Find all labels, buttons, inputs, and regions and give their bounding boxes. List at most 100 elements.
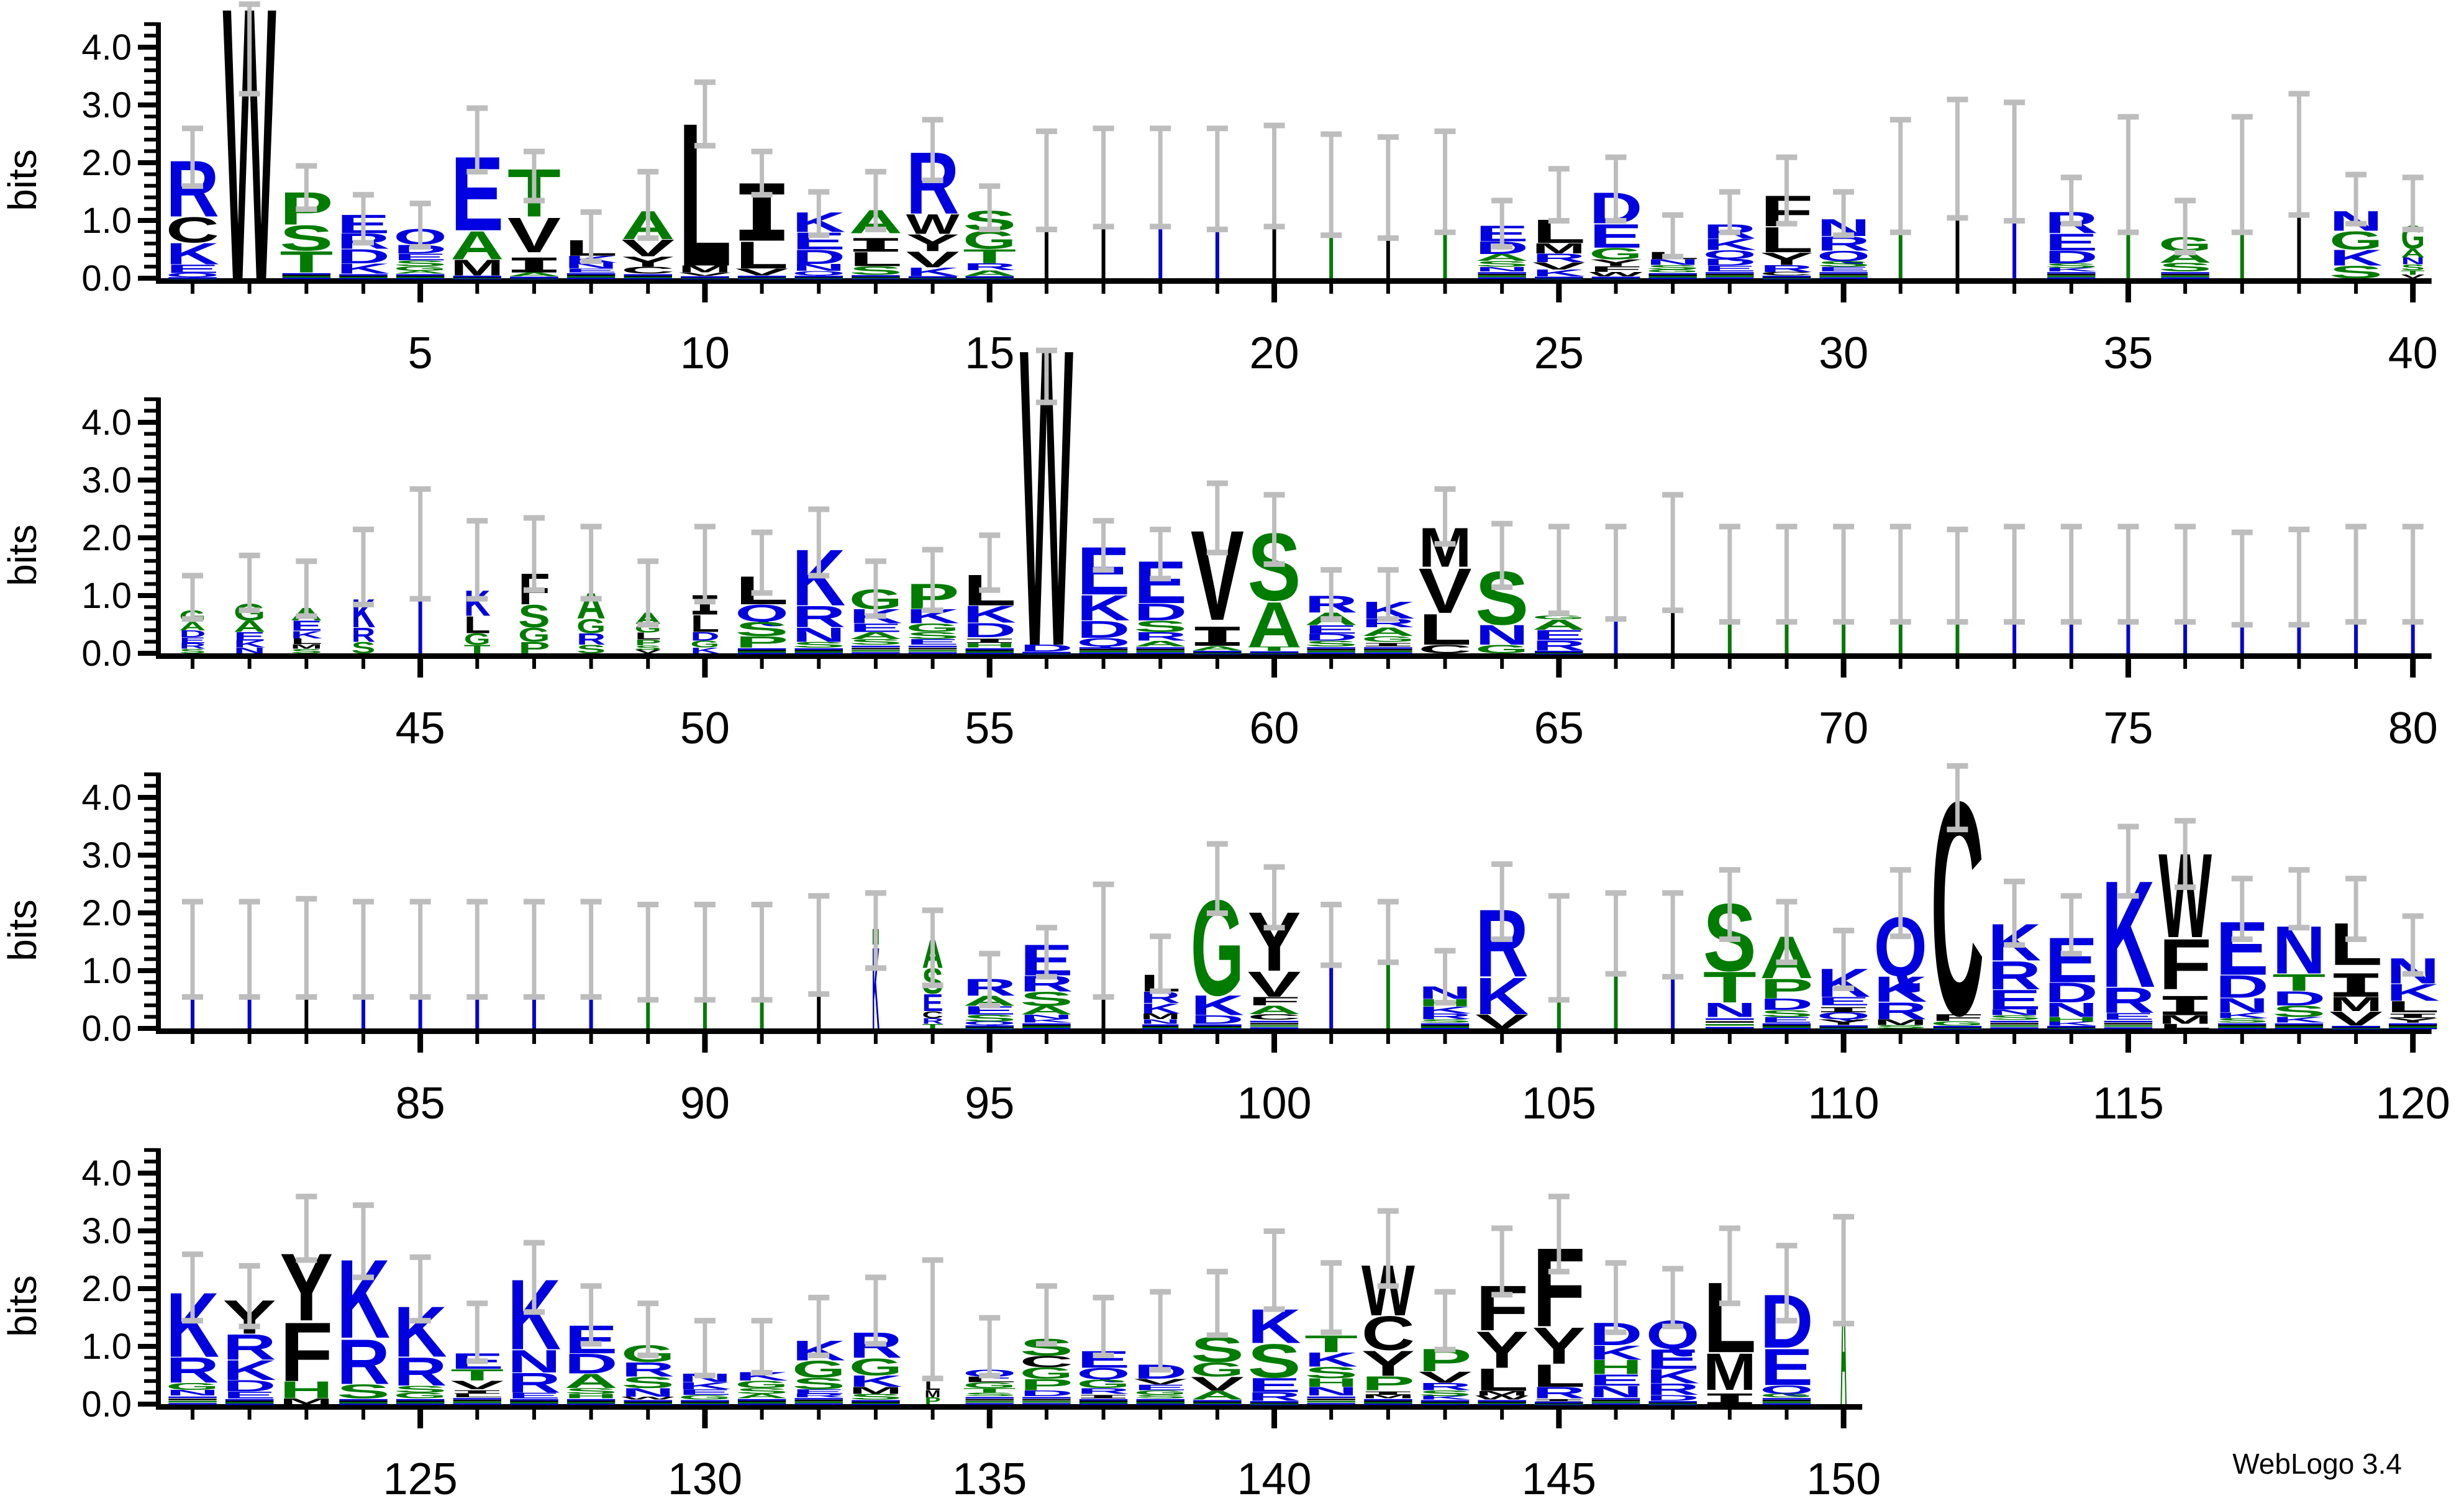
- logo-letter-V: V: [507, 207, 561, 263]
- logo-minor-letters-lines: [1762, 1023, 1811, 1025]
- logo-minor-letters-lines: [2047, 275, 2096, 278]
- x-axis-major-tick: [2410, 284, 2416, 302]
- logo-letter-T: T: [450, 1367, 504, 1384]
- logo-letter-N: N: [565, 261, 618, 270]
- y-axis-minor-tick: [144, 772, 158, 776]
- error-bar: [1719, 867, 1740, 942]
- logo-minor-letters-lines: [1193, 1404, 1242, 1405]
- x-axis-minor-tick: [532, 1034, 536, 1044]
- x-axis-minor-tick: [1500, 1034, 1504, 1044]
- error-bar: [523, 148, 545, 204]
- x-axis-minor-tick: [361, 1410, 365, 1420]
- x-axis-minor-tick: [532, 1410, 536, 1420]
- logo-minor-letters-lines: [453, 1400, 501, 1402]
- x-axis-major-tick: [702, 1410, 708, 1428]
- y-axis-major-tick: [138, 1344, 158, 1349]
- x-axis-minor-tick: [760, 659, 764, 669]
- y-axis-minor-tick: [144, 1148, 158, 1152]
- logo-minor-letters-lines: [1762, 1027, 1811, 1030]
- logo-minor-letters-lines: [1421, 1402, 1470, 1404]
- logo-letter-E: E: [1304, 623, 1358, 637]
- y-axis-major-tick: [138, 535, 158, 540]
- error-bar: [808, 189, 830, 238]
- error-bar: [1548, 166, 1570, 224]
- logo-stack-pos-6: EAM: [450, 105, 504, 280]
- y-axis-minor-tick: [144, 1367, 158, 1372]
- logo-spike: [475, 992, 480, 1028]
- logo-letter-W: W: [1475, 1395, 1532, 1401]
- logo-letter-I: ɪ: [507, 247, 561, 279]
- logo-stack-pos-37: [2231, 114, 2253, 278]
- logo-letter-H: H: [280, 1377, 333, 1404]
- logo-stack-pos-102: [1377, 899, 1399, 1028]
- x-axis-major-tick: [2410, 659, 2416, 678]
- x-axis-minor-tick: [589, 1410, 593, 1420]
- logo-letter-L: L: [1532, 1358, 1586, 1394]
- error-bar: [808, 893, 830, 997]
- logo-letter-E: E: [2045, 229, 2098, 256]
- logo-minor-letters-lines: [1364, 647, 1412, 649]
- logo-minor-letters-lines: [1933, 1025, 1982, 1028]
- y-axis-line: [156, 773, 161, 1034]
- logo-letter-E: E: [1646, 1343, 1699, 1375]
- x-axis-minor-tick: [1044, 1410, 1048, 1420]
- logo-minor-letters-lines: [737, 651, 786, 653]
- y-axis-tick-label: 0.0: [81, 1009, 132, 1049]
- error-bar: [1321, 1260, 1342, 1335]
- x-axis-major-tick: [1271, 1410, 1278, 1428]
- error-bar: [1035, 347, 1057, 406]
- error-bar: [1434, 128, 1456, 235]
- error-bar: [751, 529, 773, 596]
- logo-letter-E: E: [1589, 218, 1643, 255]
- logo-minor-letters-lines: [737, 275, 786, 278]
- logo-letter-N: N: [792, 263, 845, 273]
- y-axis-minor-tick: [144, 617, 158, 621]
- error-bar: [1662, 890, 1684, 980]
- logo-letter-V: V: [906, 247, 960, 272]
- logo-letter-N: N: [792, 624, 845, 646]
- logo-letter-R: R: [792, 601, 845, 634]
- logo-spike: [1215, 223, 1219, 278]
- logo-letter-V: V: [635, 649, 666, 655]
- logo-minor-letters-lines: [1136, 1402, 1184, 1404]
- logo-stack-pos-5: QDESGA: [394, 201, 450, 279]
- logo-stack-pos-94: ASECRT: [922, 907, 946, 1030]
- y-axis-major-tick: [138, 593, 158, 598]
- logo-spike: [1671, 592, 1675, 653]
- error-bar: [1833, 927, 1855, 991]
- x-axis-tick-label: 45: [396, 704, 445, 753]
- error-bar: [1434, 486, 1456, 547]
- logo-minor-letters-lines: [1706, 272, 1754, 274]
- logo-minor-letters-lines: [1193, 1402, 1242, 1404]
- logo-stack-pos-20: [1263, 122, 1285, 278]
- logo-minor-letters-lines: [2218, 1023, 2266, 1025]
- logo-minor-letters-lines: [1535, 276, 1583, 279]
- logo-letter-L: L: [1419, 605, 1472, 655]
- logo-stack-pos-3: PST: [280, 163, 333, 279]
- logo-letter-E: E: [1248, 1374, 1301, 1396]
- logo-minor-letters-lines: [225, 1399, 274, 1401]
- logo-stack-pos-89: [637, 902, 659, 1028]
- error-bar: [182, 899, 203, 1000]
- logo-minor-letters-lines: [1819, 274, 1868, 276]
- error-bar: [466, 899, 488, 1000]
- logo-minor-letters-lines: [737, 1402, 786, 1404]
- x-axis-minor-tick: [2012, 659, 2017, 669]
- y-axis-minor-tick: [144, 432, 158, 436]
- logo-letter-W: W: [621, 1397, 682, 1401]
- logo-spike: [2240, 226, 2244, 278]
- y-axis-minor-tick: [144, 1310, 158, 1314]
- logo-stack-pos-16: [1035, 128, 1057, 278]
- logo-minor-letters-lines: [1142, 1028, 1179, 1030]
- logo-letter-C: C: [1020, 1353, 1073, 1371]
- logo-letter-G: G: [1362, 634, 1415, 643]
- logo-letter-K: K: [234, 640, 268, 650]
- logo-letter-R: R: [337, 1325, 390, 1397]
- error-bar: [1035, 128, 1057, 232]
- logo-stack-pos-87: [523, 899, 545, 1028]
- x-axis-tick-label: 100: [1237, 1079, 1311, 1128]
- logo-minor-letters-lines: [1819, 275, 1868, 278]
- logo-letter-M: M: [1703, 1343, 1757, 1401]
